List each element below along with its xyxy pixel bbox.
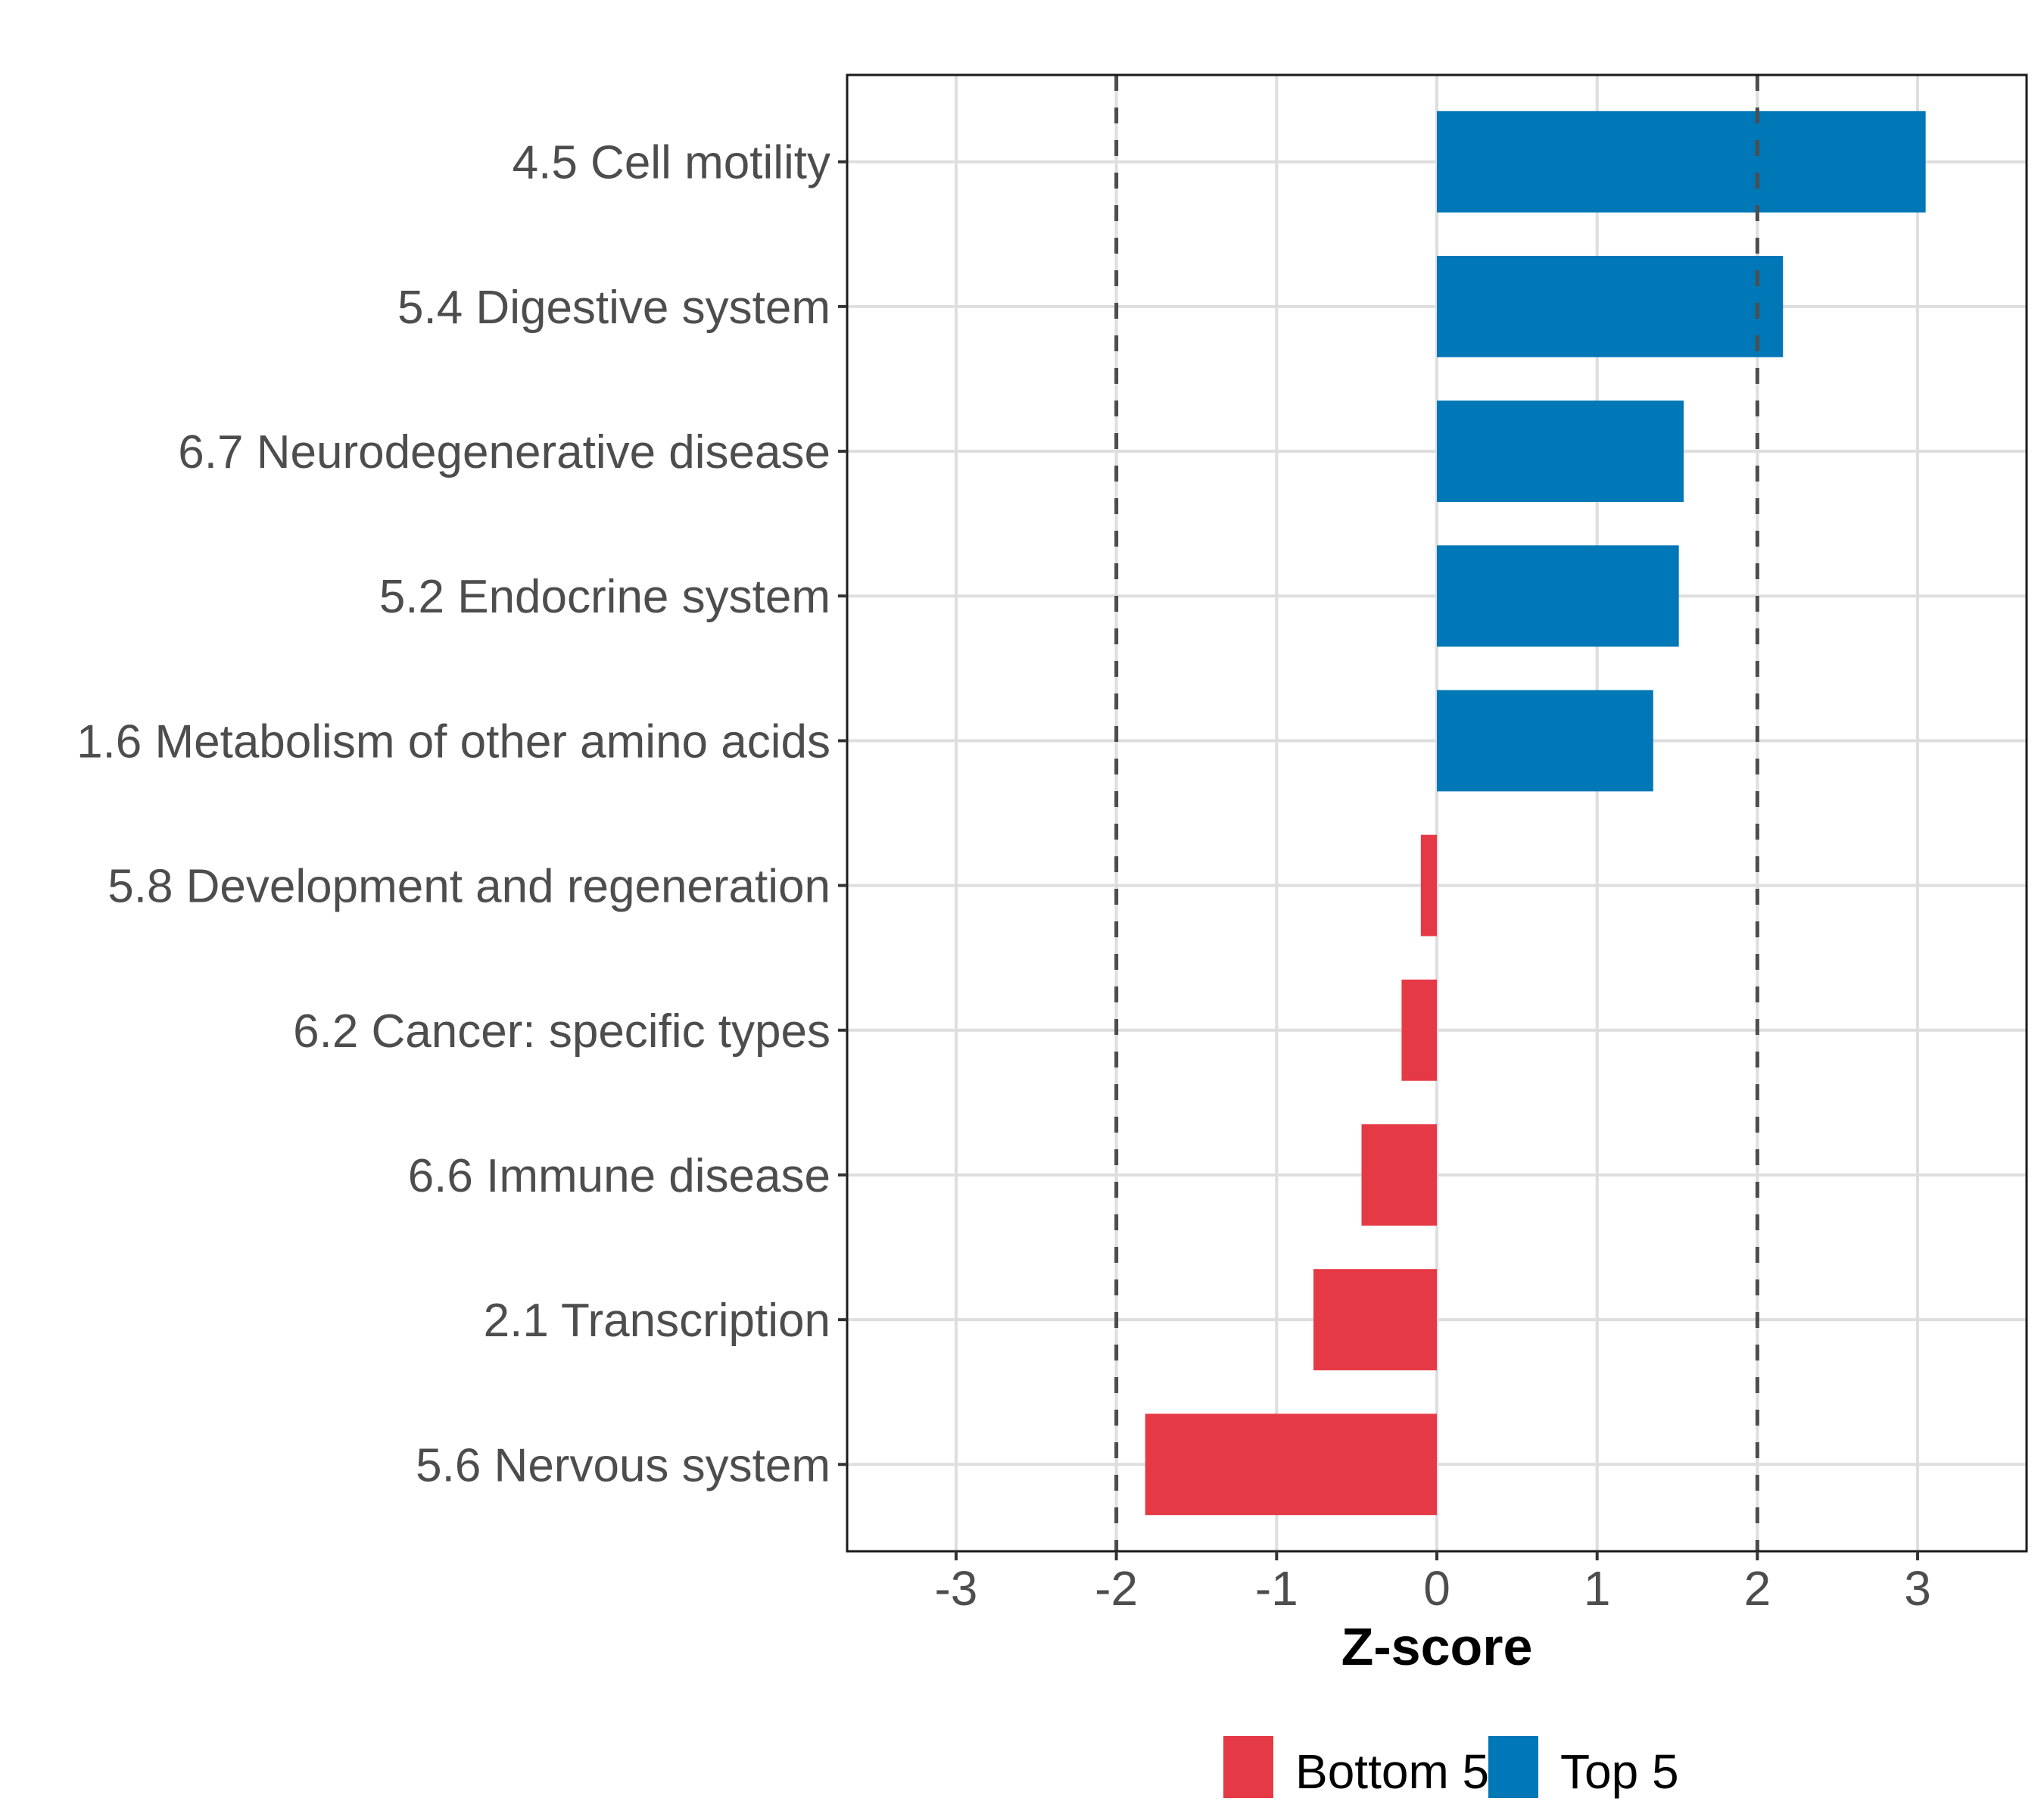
x-axis-title: Z-score [1341,1617,1533,1676]
x-tick-label: 1 [1584,1561,1611,1616]
y-tick-label: 1.6 Metabolism of other amino acids [76,715,830,768]
y-tick-label: 6.2 Cancer: specific types [293,1005,830,1058]
legend-key [1488,1736,1538,1798]
legend-key [1223,1736,1273,1798]
y-tick-label: 5.8 Development and regeneration [107,861,830,913]
bar [1437,545,1679,647]
legend: Bottom 5 Top 5 [1223,1736,1679,1799]
x-tick-label: 3 [1904,1561,1931,1616]
bar [1437,400,1684,502]
bar [1437,690,1653,792]
x-tick-label: 0 [1423,1561,1450,1616]
x-tick-label: -3 [934,1561,977,1616]
bar [1437,255,1784,357]
y-tick-label: 6.6 Immune disease [408,1150,830,1202]
bar [1401,979,1437,1081]
bar [1420,834,1437,937]
x-tick-label: -2 [1095,1561,1138,1616]
bar [1313,1269,1437,1371]
x-axis: -3 -2 -1 0 1 2 3 [934,1551,1931,1616]
legend-label: Bottom 5 [1295,1744,1489,1799]
y-tick-label: 4.5 Cell motility [513,137,830,189]
bar [1361,1124,1437,1226]
y-tick-label: 5.6 Nervous system [416,1439,830,1491]
y-tick-label: 6.7 Neurodegenerative disease [178,426,830,478]
bar [1145,1413,1437,1516]
x-tick-label: -1 [1255,1561,1298,1616]
bar [1437,111,1926,213]
legend-label: Top 5 [1560,1744,1679,1799]
y-tick-label: 5.2 Endocrine system [379,571,830,623]
x-tick-label: 2 [1744,1561,1771,1616]
y-tick-label: 2.1 Transcription [484,1295,830,1347]
y-axis: 4.5 Cell motility 5.4 Digestive system 6.7… [76,137,847,1491]
y-tick-label: 5.4 Digestive system [397,282,830,334]
bars [1145,111,1926,1516]
